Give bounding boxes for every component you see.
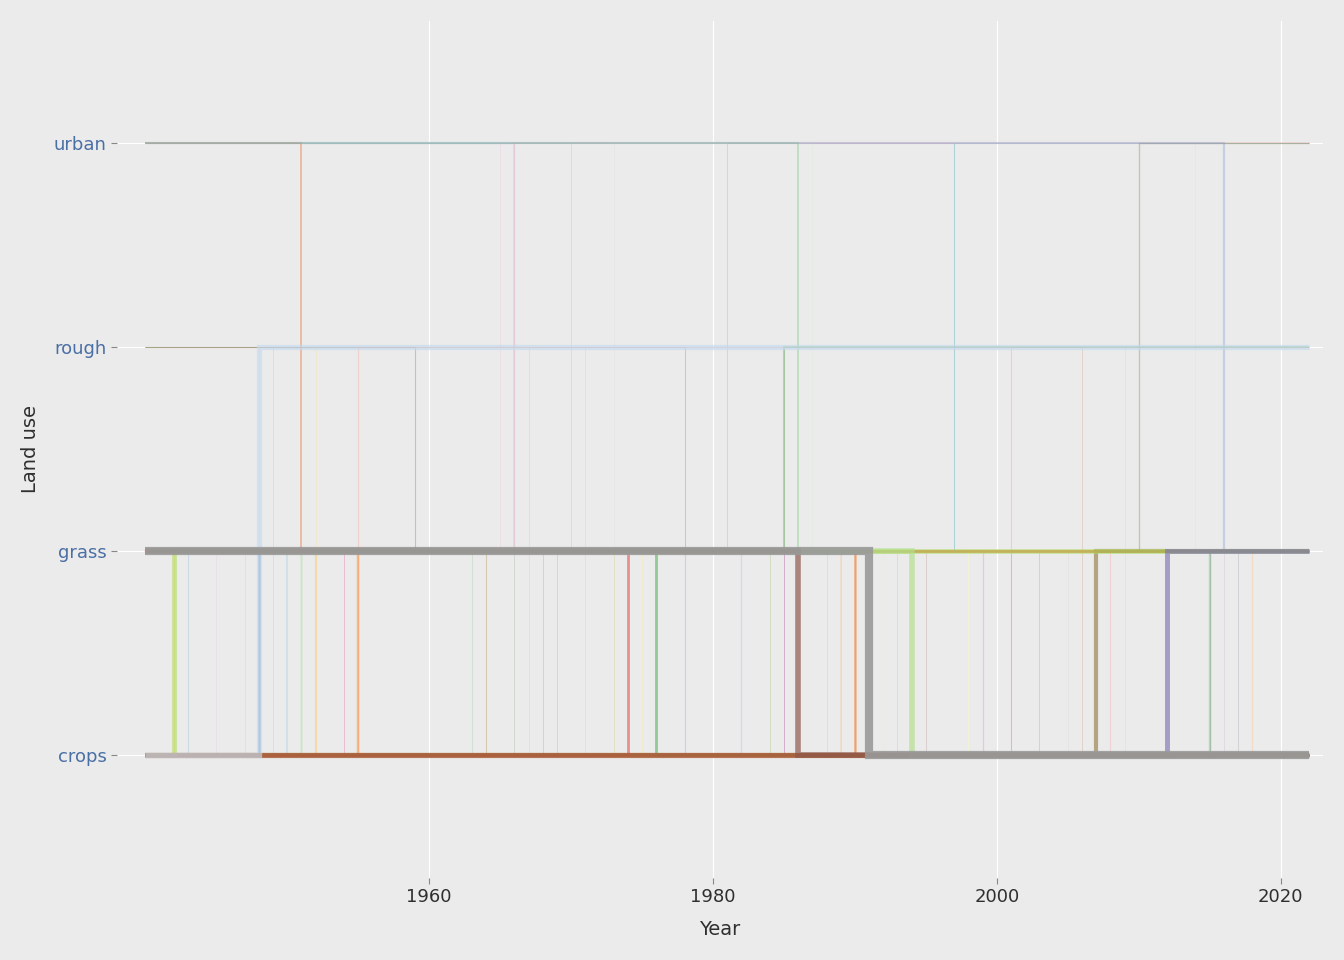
Y-axis label: Land use: Land use: [22, 405, 40, 493]
X-axis label: Year: Year: [699, 921, 741, 939]
